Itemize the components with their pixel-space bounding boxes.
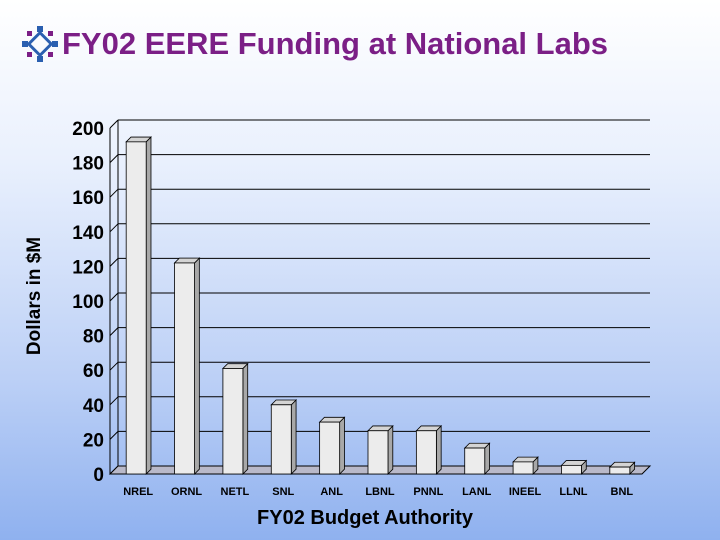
gridline-depth xyxy=(109,188,119,198)
y-tick-label: 60 xyxy=(83,361,104,382)
bars xyxy=(125,136,636,475)
slide-title: FY02 EERE Funding at National Labs xyxy=(62,26,609,61)
gridline-depth xyxy=(109,431,119,440)
y-tick-label: 40 xyxy=(83,396,104,417)
x-tick-label: LLNL xyxy=(559,486,587,498)
x-tick-label: INEEL xyxy=(509,486,542,498)
x-tick-label: ORNL xyxy=(171,486,202,498)
y-tick-label: 140 xyxy=(72,223,104,244)
bar-ineel xyxy=(512,456,539,475)
y-axis-label: Dollars in $M xyxy=(24,237,45,355)
bar-bnl xyxy=(608,461,636,475)
bar-lanl xyxy=(463,442,491,475)
gridline-depth xyxy=(109,361,119,371)
diamond-arrows-logo-icon xyxy=(22,26,58,62)
y-tick-label: 160 xyxy=(72,188,104,209)
bar-lbnl xyxy=(367,424,394,475)
x-tick-label: NREL xyxy=(123,486,153,498)
x-tick-label: BNL xyxy=(611,486,634,498)
bar-snl xyxy=(270,399,298,475)
x-tick-label: SNL xyxy=(272,486,294,498)
gridline-depth xyxy=(109,119,119,129)
x-tick-label: LANL xyxy=(462,486,492,498)
x-axis-label: FY02 Budget Authority xyxy=(257,507,474,529)
bar-ornl xyxy=(173,257,201,475)
y-tick-label: 20 xyxy=(83,430,104,451)
y-tick-label: 120 xyxy=(72,257,104,278)
bar-pnnl xyxy=(415,424,443,475)
gridline-depth xyxy=(109,154,119,163)
y-tick-labels: 0 20 40 60 80 100 120 140 160 180 200 xyxy=(72,119,104,486)
x-tick-labels: NREL ORNL NETL SNL ANL LBNL PNNL LANL INEEL LLNL B… xyxy=(123,486,633,498)
gridline-depth xyxy=(109,396,119,406)
gridline-depth xyxy=(109,327,119,336)
y-tick-label: 200 xyxy=(72,119,104,140)
bar-nrel xyxy=(125,136,152,475)
x-tick-label: NETL xyxy=(221,486,250,498)
y-tick-label: 100 xyxy=(72,292,104,313)
gridline-depth xyxy=(109,292,119,302)
x-tick-label: PNNL xyxy=(413,486,443,498)
y-tick-label: 0 xyxy=(93,465,104,486)
gridline-depth xyxy=(109,223,119,233)
x-tick-label: LBNL xyxy=(365,486,395,498)
x-tick-label: ANL xyxy=(320,486,343,498)
bar-llnl xyxy=(560,459,588,475)
y-tick-label: 180 xyxy=(72,154,104,175)
bar-netl xyxy=(221,362,249,475)
bar-anl xyxy=(318,416,346,475)
gridline-depth xyxy=(109,258,119,267)
y-tick-label: 80 xyxy=(83,327,104,348)
gridlines xyxy=(109,119,650,475)
